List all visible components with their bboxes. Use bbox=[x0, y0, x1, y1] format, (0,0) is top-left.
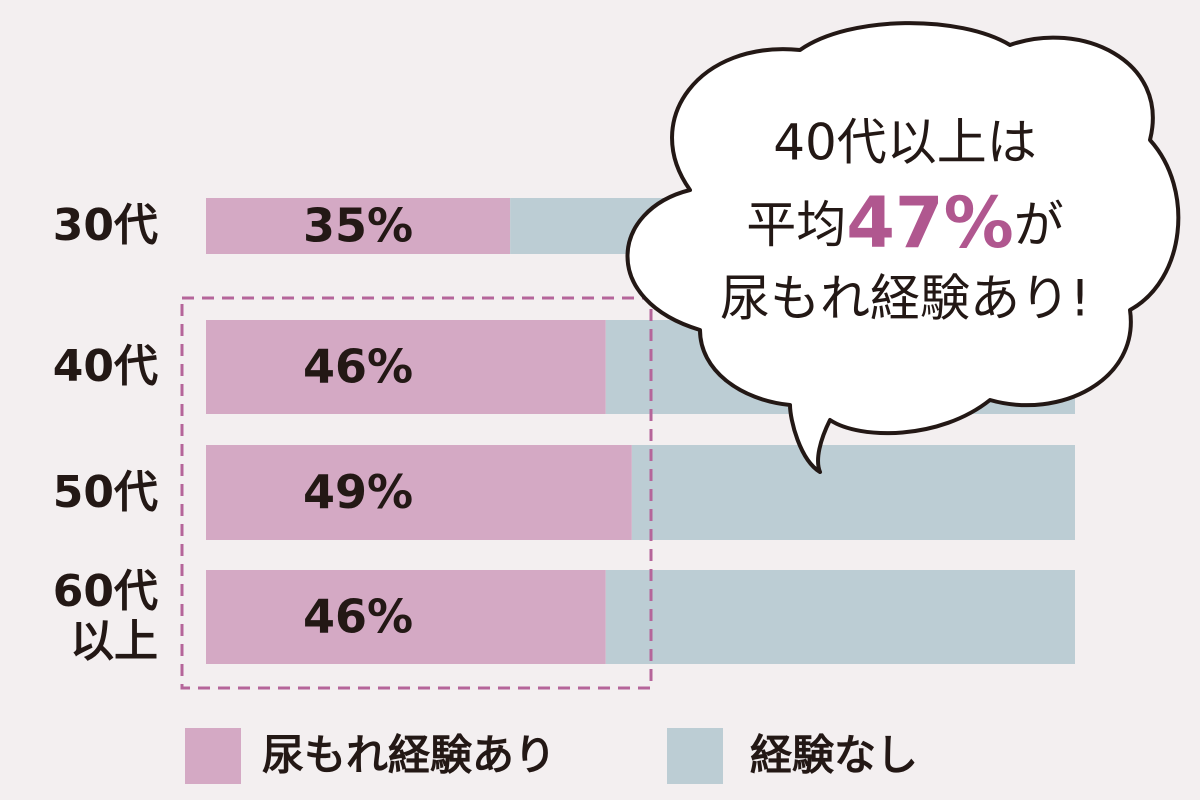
callout-highlight: 47% bbox=[846, 182, 1014, 264]
callout-line: 尿もれ経験あり! bbox=[720, 270, 1090, 328]
bar-segment bbox=[206, 320, 606, 414]
category-label: 40代 bbox=[52, 341, 158, 392]
bar-segment bbox=[206, 570, 606, 664]
highlight-box bbox=[180, 296, 653, 690]
legend-label: 尿もれ経験あり bbox=[262, 731, 556, 780]
legend-label: 経験なし bbox=[750, 731, 918, 780]
bar-segment bbox=[206, 445, 632, 540]
value-label: 49% bbox=[303, 465, 413, 519]
callout-line: 平均47%が bbox=[746, 182, 1064, 264]
value-label: 46% bbox=[303, 590, 413, 644]
legend-swatch bbox=[185, 728, 241, 784]
bar-segment bbox=[605, 570, 1075, 664]
category-label: 30代 bbox=[52, 200, 158, 251]
legend-swatch bbox=[667, 728, 723, 784]
category-label: 50代 bbox=[52, 466, 158, 518]
callout-line: 40代以上は bbox=[773, 114, 1037, 172]
speech-bubble bbox=[625, 21, 1181, 474]
bar-segment bbox=[206, 198, 511, 254]
value-label: 46% bbox=[303, 340, 413, 394]
bar-segment bbox=[631, 445, 1075, 540]
callout-text: 平均 bbox=[746, 196, 846, 254]
value-label: 35% bbox=[303, 199, 413, 253]
category-label: 60代 以上 bbox=[52, 566, 158, 667]
callout-text: が bbox=[1014, 196, 1064, 254]
